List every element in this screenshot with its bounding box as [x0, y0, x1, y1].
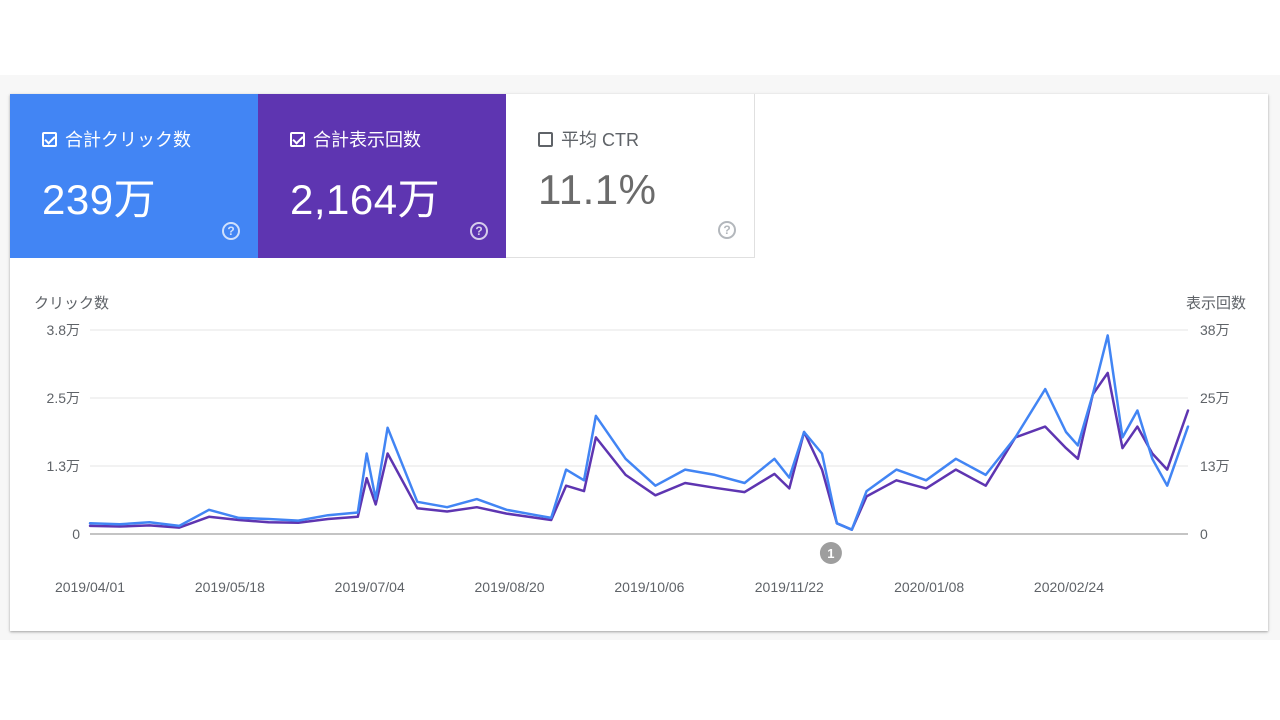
- tile-label: 平均 CTR: [561, 130, 639, 150]
- checkbox-checked-icon[interactable]: [290, 131, 305, 147]
- tile-value: 11.1%: [538, 166, 657, 213]
- annotation-marker: [819, 542, 842, 564]
- x-tick-label: 2019/07/04: [335, 579, 405, 595]
- tile-total-clicks[interactable]: 合計クリック数 239万 ?: [10, 94, 258, 258]
- tile-header: 合計クリック数: [42, 126, 191, 152]
- tile-value: 2,164万: [290, 176, 441, 223]
- tile-label: 合計表示回数: [313, 130, 421, 150]
- x-tick-label: 2019/10/06: [614, 579, 684, 595]
- performance-card: 合計クリック数 239万 ? 合計表示回数 2,164万 ? 平均 CTR 11…: [10, 94, 1268, 631]
- performance-line-chart: クリック数 表示回数 0 0 1.3万 13万 2.5万 25万 3.8万 38万 2019/0…: [34, 295, 1246, 595]
- impressions-series-line: [88, 371, 1190, 531]
- left-tick-label: 3.8万: [47, 322, 80, 338]
- x-tick-label: 2019/08/20: [475, 579, 545, 595]
- x-tick-label: 2019/05/18: [195, 579, 265, 595]
- tile-header: 平均 CTR: [538, 126, 639, 152]
- right-axis-title: 表示回数: [1186, 295, 1246, 312]
- right-tick-label: 0: [1200, 526, 1208, 542]
- x-tick-label: 2019/04/01: [55, 579, 125, 595]
- help-icon[interactable]: ?: [718, 221, 736, 239]
- left-tick-label: 1.3万: [47, 458, 80, 474]
- checkbox-checked-icon[interactable]: [42, 131, 57, 147]
- clicks-series-line: [88, 334, 1190, 531]
- help-icon[interactable]: ?: [470, 222, 488, 240]
- tile-average-ctr[interactable]: 平均 CTR 11.1% ?: [506, 94, 755, 258]
- left-axis-title: クリック数: [34, 295, 109, 312]
- right-tick-label: 25万: [1200, 390, 1230, 406]
- help-icon[interactable]: ?: [222, 222, 240, 240]
- tile-header: 合計表示回数: [290, 126, 421, 152]
- left-tick-label: 2.5万: [47, 390, 80, 406]
- tile-total-impressions[interactable]: 合計表示回数 2,164万 ?: [258, 94, 506, 258]
- annotation-label: 1: [827, 546, 834, 561]
- x-tick-label: 2020/01/08: [894, 579, 964, 595]
- tile-value: 239万: [42, 176, 157, 223]
- right-tick-label: 38万: [1200, 322, 1230, 338]
- checkbox-unchecked-icon[interactable]: [538, 131, 553, 147]
- tile-label: 合計クリック数: [65, 130, 191, 150]
- x-tick-label: 2020/02/24: [1034, 579, 1104, 595]
- x-tick-label: 2019/11/22: [755, 579, 824, 595]
- left-tick-label: 0: [72, 526, 80, 542]
- right-tick-label: 13万: [1200, 458, 1230, 474]
